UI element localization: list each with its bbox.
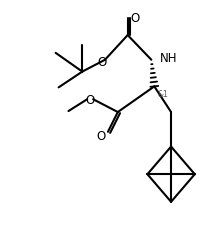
Text: NH: NH [159, 52, 177, 65]
Text: O: O [129, 12, 138, 25]
Text: O: O [85, 93, 94, 106]
Text: O: O [97, 56, 106, 69]
Text: &1: &1 [157, 89, 167, 98]
Text: O: O [96, 130, 105, 143]
